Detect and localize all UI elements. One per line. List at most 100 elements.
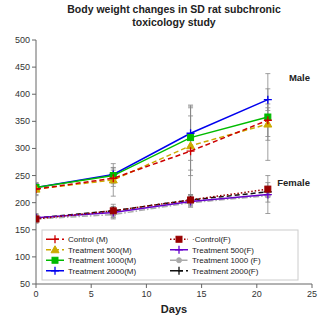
error-bar-cap — [111, 204, 116, 205]
error-bar-cap — [36, 194, 39, 195]
error-bar — [36, 216, 39, 223]
series-line — [36, 124, 268, 189]
y-tick — [32, 202, 36, 203]
chart: Body weight changes in SD rat subchronic… — [0, 0, 320, 320]
x-tick — [146, 284, 147, 288]
legend-label: Treatment 500(F) — [192, 246, 254, 255]
point — [36, 214, 40, 222]
point — [109, 174, 117, 182]
error-bar-cap — [111, 196, 116, 197]
point — [36, 185, 40, 193]
legend-marker — [175, 246, 183, 254]
legend-item: Treatment 1000(M) — [46, 256, 137, 265]
title: Body weight changes in SD rat subchronic… — [67, 3, 281, 28]
point — [110, 208, 116, 214]
error-bar — [111, 206, 116, 215]
series-line — [36, 120, 268, 189]
x-tick — [256, 284, 257, 288]
error-bar — [36, 215, 39, 222]
y-tick-label: 300 — [15, 143, 30, 153]
error-bar-cap — [265, 202, 270, 203]
error-bar-cap — [265, 175, 270, 176]
x-tick-label: 15 — [197, 289, 207, 299]
x-tick — [312, 284, 313, 288]
y-tick — [32, 121, 36, 122]
x-tick — [201, 284, 202, 288]
error-bar — [36, 215, 39, 224]
legend-label: Treatment 500(M) — [68, 246, 132, 255]
point — [109, 208, 117, 216]
y-tick-label: 400 — [15, 89, 30, 99]
point — [109, 207, 117, 215]
error-bar-cap — [36, 195, 39, 196]
annotation: Female — [277, 177, 310, 188]
error-bar-cap — [111, 163, 116, 164]
error-bar-cap — [188, 207, 193, 208]
y-tick-label: 100 — [15, 252, 30, 262]
point — [188, 135, 194, 141]
point — [187, 198, 195, 206]
legend-label: Treatment 1000 (F) — [192, 256, 261, 265]
legend-item: Treatment 2000(F) — [170, 267, 259, 276]
y-tick-label: 50 — [20, 279, 30, 289]
title-line: Body weight changes in SD rat subchronic — [67, 3, 281, 15]
title-line: toxicology study — [132, 16, 216, 28]
legend-label: ·Control(F) — [192, 235, 231, 244]
legend: Control (M)Treatment 500(M)Treatment 100… — [42, 230, 298, 280]
point — [264, 116, 272, 124]
legend-item: Treatment 1000 (F) — [170, 256, 261, 265]
y-tick-label: 250 — [15, 171, 30, 181]
point — [36, 216, 39, 222]
x-tick — [91, 284, 92, 288]
y-tick — [32, 148, 36, 149]
y-tick-label: 350 — [15, 116, 30, 126]
point — [36, 216, 39, 221]
error-bar-cap — [188, 105, 193, 106]
x-tick-label: 5 — [89, 289, 94, 299]
x-axis — [36, 284, 312, 285]
error-bar-cap — [36, 182, 39, 183]
point — [188, 197, 194, 203]
y-tick — [32, 67, 36, 68]
error-bar-cap — [188, 170, 193, 171]
legend-marker — [177, 258, 182, 263]
error-bar-cap — [188, 160, 193, 161]
y-tick — [32, 175, 36, 176]
error-bar — [188, 105, 193, 170]
legend-item: Treatment 500(M) — [46, 246, 132, 255]
legend-label: Treatment 2000(F) — [192, 267, 259, 276]
legend-marker — [52, 257, 58, 263]
legend-item: ·Control(F) — [170, 235, 231, 244]
x-tick-label: 25 — [307, 289, 317, 299]
point — [36, 214, 40, 222]
x-tick-label: 20 — [252, 289, 262, 299]
error-bar-cap — [265, 73, 270, 74]
legend-item: Treatment 500(F) — [170, 246, 254, 255]
point — [187, 147, 195, 155]
series-line — [36, 189, 268, 219]
legend-label: Treatment 1000(M) — [68, 256, 137, 265]
point — [187, 196, 195, 204]
legend-marker — [176, 236, 182, 242]
error-bar-cap — [265, 88, 270, 89]
y-tick-label: 150 — [15, 225, 30, 235]
x-axis-label: Days — [161, 303, 187, 315]
error-bar-cap — [188, 106, 193, 107]
legend-item: Control (M) — [46, 235, 108, 244]
y-tick-label: 500 — [15, 35, 30, 45]
legend-label: Treatment 2000(M) — [68, 267, 137, 276]
series-line — [36, 195, 268, 218]
error-bar-cap — [111, 167, 116, 168]
error-bar-cap — [265, 213, 270, 214]
x-tick — [36, 284, 37, 288]
legend-item: Treatment 2000(M) — [46, 267, 137, 276]
error-bar-cap — [188, 194, 193, 195]
error-bar-cap — [111, 167, 116, 168]
error-bar-cap — [188, 194, 193, 195]
y-tick-label: 200 — [15, 198, 30, 208]
error-bar-cap — [188, 175, 193, 176]
legend-frame — [42, 230, 298, 280]
series-line — [36, 117, 268, 187]
x-tick-label: 0 — [33, 289, 38, 299]
y-tick — [32, 94, 36, 95]
